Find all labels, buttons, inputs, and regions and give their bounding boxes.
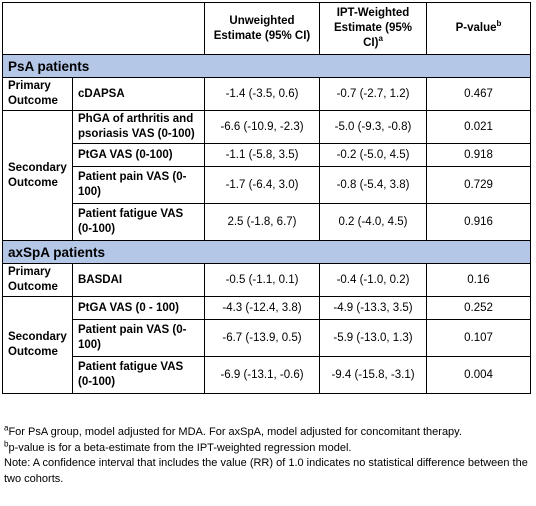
- group-label-primary: Primary Outcome: [2, 77, 73, 111]
- unweighted-cell: -1.4 (-3.5, 0.6): [204, 77, 320, 111]
- group-label-primary: Primary Outcome: [2, 263, 73, 297]
- p-value-cell: 0.252: [426, 296, 531, 320]
- p-value-cell: 0.467: [426, 77, 531, 111]
- unweighted-cell: -6.6 (-10.9, -2.3): [204, 110, 320, 144]
- table-row: Secondary Outcome PtGA VAS (0 - 100) -4.…: [2, 296, 531, 394]
- header-blank-cell: [2, 2, 205, 55]
- header-unweighted: Unweighted Estimate (95% CI): [204, 2, 320, 55]
- unweighted-cell: -1.7 (-6.4, 3.0): [204, 166, 320, 204]
- table-footnotes: aFor PsA group, model adjusted for MDA. …: [4, 423, 532, 487]
- ipt-cell: -0.4 (-1.0, 0.2): [319, 263, 427, 297]
- footnote-a: aFor PsA group, model adjusted for MDA. …: [4, 423, 462, 438]
- footnote-note: Note: A confidence interval that include…: [4, 457, 528, 485]
- header-p-value: P-valueb: [426, 2, 531, 55]
- ipt-cell: -4.9 (-13.3, 3.5): [319, 296, 427, 320]
- table-row: Patient pain VAS (0-100) -1.7 (-6.4, 3.0…: [3, 166, 531, 204]
- section-title-psa: PsA patients: [2, 54, 531, 78]
- outcome-cell: Patient pain VAS (0-100): [72, 319, 205, 357]
- outcome-cell: Patient fatigue VAS (0-100): [72, 356, 205, 394]
- outcome-cell: PtGA VAS (0 - 100): [72, 296, 205, 320]
- table-row: Patient fatigue VAS (0-100) -6.9 (-13.1,…: [3, 356, 531, 394]
- unweighted-cell: -6.7 (-13.9, 0.5): [204, 319, 320, 357]
- ipt-cell: 0.2 (-4.0, 4.5): [319, 203, 427, 241]
- header-row: Unweighted Estimate (95% CI) IPT-Weighte…: [2, 2, 531, 55]
- p-value-cell: 0.004: [426, 356, 531, 394]
- table-row: Patient fatigue VAS (0-100) 2.5 (-1.8, 6…: [3, 203, 531, 241]
- group-label-secondary: Secondary Outcome: [2, 296, 73, 394]
- table-row: Secondary Outcome PhGA of arthritis and …: [2, 110, 531, 241]
- outcome-cell: Patient pain VAS (0-100): [72, 166, 205, 204]
- p-value-cell: 0.916: [426, 203, 531, 241]
- ipt-cell: -5.0 (-9.3, -0.8): [319, 110, 427, 144]
- footnote-b: bp-value is for a beta-estimate from the…: [4, 438, 352, 454]
- p-value-cell: 0.107: [426, 319, 531, 357]
- ipt-cell: -9.4 (-15.8, -3.1): [319, 356, 427, 394]
- p-value-cell: 0.729: [426, 166, 531, 204]
- p-value-cell: 0.021: [426, 110, 531, 144]
- table-row: Primary Outcome cDAPSA -1.4 (-3.5, 0.6) …: [2, 77, 531, 111]
- unweighted-cell: -6.9 (-13.1, -0.6): [204, 356, 320, 394]
- results-table: Unweighted Estimate (95% CI) IPT-Weighte…: [2, 2, 531, 394]
- ipt-cell: -0.7 (-2.7, 1.2): [319, 77, 427, 111]
- section-title-axspa: axSpA patients: [2, 240, 531, 264]
- ipt-cell: -5.9 (-13.0, 1.3): [319, 319, 427, 357]
- unweighted-cell: 2.5 (-1.8, 6.7): [204, 203, 320, 241]
- unweighted-cell: -4.3 (-12.4, 3.8): [204, 296, 320, 320]
- outcome-cell: PtGA VAS (0-100): [72, 143, 205, 167]
- outcome-cell: Patient fatigue VAS (0-100): [72, 203, 205, 241]
- section-row-axspa: axSpA patients: [2, 240, 531, 264]
- outcome-cell: cDAPSA: [72, 77, 205, 111]
- table-row: Primary Outcome BASDAI -0.5 (-1.1, 0.1) …: [2, 263, 531, 297]
- p-value-cell: 0.918: [426, 143, 531, 167]
- outcome-cell: PhGA of arthritis and psoriasis VAS (0-1…: [72, 110, 205, 144]
- header-ipt-weighted: IPT-Weighted Estimate (95% CI)a: [319, 2, 427, 55]
- unweighted-cell: -0.5 (-1.1, 0.1): [204, 263, 320, 297]
- outcome-cell: BASDAI: [72, 263, 205, 297]
- unweighted-cell: -1.1 (-5.8, 3.5): [204, 143, 320, 167]
- table-row: Patient pain VAS (0-100) -6.7 (-13.9, 0.…: [3, 319, 531, 357]
- group-label-secondary: Secondary Outcome: [2, 110, 73, 241]
- ipt-cell: -0.8 (-5.4, 3.8): [319, 166, 427, 204]
- ipt-cell: -0.2 (-5.0, 4.5): [319, 143, 427, 167]
- section-row-psa: PsA patients: [2, 54, 531, 78]
- table-row: PtGA VAS (0-100) -1.1 (-5.8, 3.5) -0.2 (…: [3, 143, 531, 167]
- p-value-cell: 0.16: [426, 263, 531, 297]
